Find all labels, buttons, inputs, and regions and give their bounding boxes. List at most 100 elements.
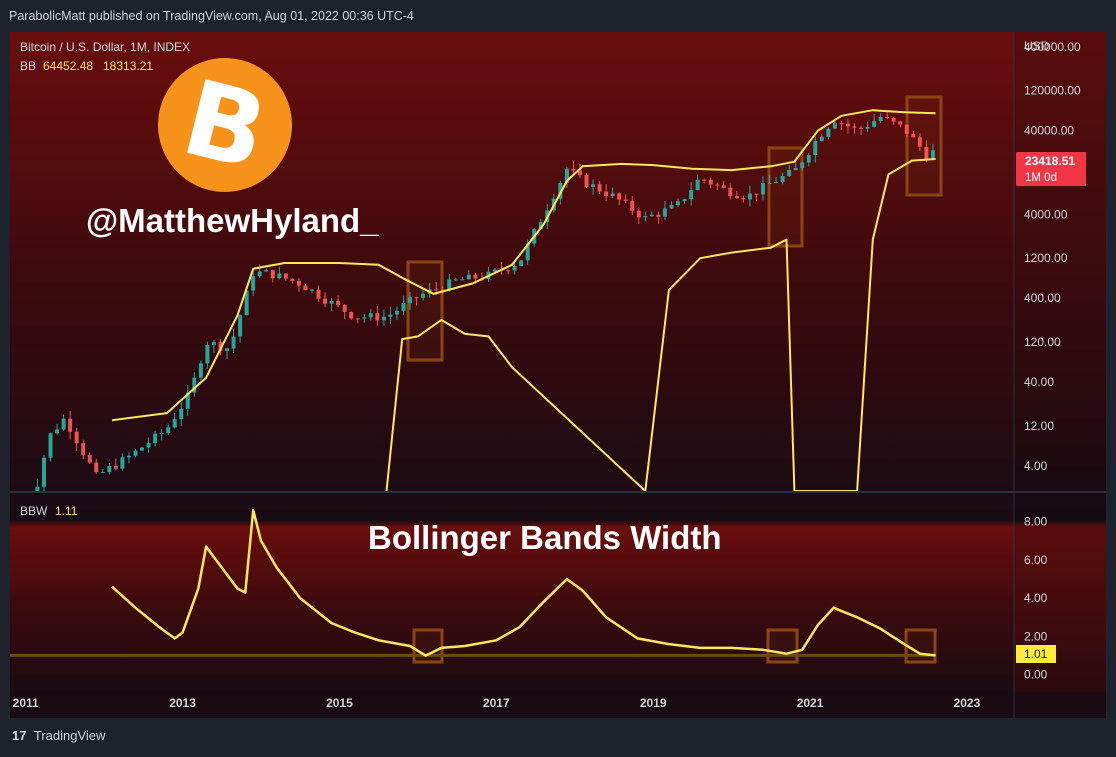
candle-body — [329, 300, 334, 304]
candle-body — [898, 121, 903, 125]
price-tick-label: 120000.00 — [1024, 84, 1081, 98]
squeeze-highlight-box — [766, 628, 799, 664]
time-axis[interactable] — [10, 692, 1106, 718]
candle-body — [721, 185, 726, 188]
squeeze-highlight-box — [406, 260, 444, 362]
candle-body — [408, 297, 413, 304]
candle-body — [74, 431, 79, 444]
candle-body — [891, 117, 896, 122]
candle-body — [623, 199, 628, 201]
highlight-boxes — [406, 95, 943, 664]
bbw-current-badge — [1016, 645, 1056, 663]
candle-body — [388, 314, 393, 317]
candle-body — [564, 168, 569, 183]
bbw-tick-label: 2.00 — [1024, 629, 1048, 643]
candle-body — [558, 182, 563, 199]
candle-body — [100, 471, 105, 473]
candle-body — [662, 208, 667, 217]
candle-body — [728, 187, 733, 197]
candle-body — [133, 450, 138, 456]
bbw-tick-label: 8.00 — [1024, 515, 1048, 529]
candle-body — [81, 443, 86, 455]
candle-body — [362, 317, 367, 319]
footer-brand: TradingView — [33, 728, 106, 743]
time-tick-label: 2019 — [640, 696, 667, 710]
candle-body — [349, 311, 354, 319]
candle-body — [107, 466, 112, 472]
candle-body — [649, 214, 654, 217]
candle-body — [806, 155, 811, 163]
author-handle: @MatthewHyland_ — [86, 202, 379, 239]
time-ticks: 2011 2013 2015 2017 2019 2021 2023 — [13, 696, 981, 710]
candle-body — [421, 293, 426, 298]
bollinger-band-line[interactable] — [111, 109, 936, 422]
candle-body — [538, 222, 543, 230]
candle-body — [218, 342, 223, 351]
candle-body — [22, 534, 26, 560]
candle-body — [852, 126, 857, 128]
candle-body — [460, 279, 465, 281]
time-tick-label: 2023 — [954, 696, 981, 710]
candle-body — [238, 315, 243, 337]
bbw-line[interactable] — [111, 508, 936, 657]
candle-body — [68, 418, 73, 432]
candle-body — [591, 184, 596, 187]
time-tick-label: 2011 — [13, 696, 39, 710]
candle-body — [636, 210, 641, 218]
footer: 17 TradingView — [12, 728, 105, 743]
candle-body — [930, 150, 935, 159]
price-scale[interactable] — [1014, 32, 1106, 692]
bb-upper-value: 64452.48 — [43, 59, 93, 73]
price-tick-label: 40000.00 — [1024, 124, 1074, 138]
candle-body — [676, 201, 681, 206]
candle-body — [813, 141, 818, 156]
candle-body — [270, 270, 275, 279]
candle-body — [734, 196, 739, 199]
last-price-badge — [1016, 152, 1086, 186]
candle-body — [911, 133, 916, 138]
tradingview-logo-icon: 17 — [12, 728, 27, 743]
candle-body — [401, 303, 406, 311]
candle-body — [277, 273, 282, 279]
candle-body — [244, 290, 249, 316]
bbw-legend-label[interactable]: BBW — [20, 504, 48, 518]
candle-body — [506, 270, 511, 272]
candle-body — [231, 336, 236, 349]
candle-body — [290, 278, 295, 281]
candle-body — [617, 193, 622, 200]
candle-body — [610, 193, 615, 197]
candle-body — [211, 342, 216, 346]
candle-body — [48, 433, 53, 458]
candle-body — [832, 123, 837, 129]
candle-body — [872, 121, 877, 127]
candle-body — [394, 310, 399, 315]
candle-body — [695, 179, 700, 191]
candle-body — [466, 274, 471, 280]
bb-legend-label[interactable]: BB — [20, 59, 36, 73]
symbol-legend[interactable]: Bitcoin / U.S. Dollar, 1M, INDEX — [20, 40, 190, 54]
candle-body — [55, 429, 60, 434]
candle-body — [153, 433, 158, 444]
candle-body — [61, 418, 66, 430]
candle-body — [761, 183, 765, 195]
price-tick-label: 400000.00 — [1024, 40, 1081, 54]
candle-body — [525, 243, 530, 261]
candle-body — [885, 117, 890, 119]
publish-header: ParabolicMatt published on TradingView.c… — [0, 0, 1116, 32]
candle-body — [414, 297, 419, 299]
price-tick-label: 120.00 — [1024, 335, 1061, 349]
bbw-ticks: 8.00 6.00 4.00 2.00 0.00 — [1024, 515, 1048, 682]
bbw-legend-value: 1.11 — [55, 504, 78, 518]
candle-body — [368, 313, 373, 318]
candle-body — [434, 289, 439, 291]
candle-body — [571, 168, 576, 171]
candle-body — [185, 392, 190, 409]
candle-body — [126, 455, 131, 458]
bollinger-band-line[interactable] — [385, 158, 936, 491]
candle-body — [257, 271, 262, 277]
squeeze-highlight-box — [767, 146, 804, 248]
candle-body — [205, 345, 210, 364]
time-tick-label: 2021 — [797, 696, 824, 710]
squeeze-highlight-box — [904, 628, 937, 664]
